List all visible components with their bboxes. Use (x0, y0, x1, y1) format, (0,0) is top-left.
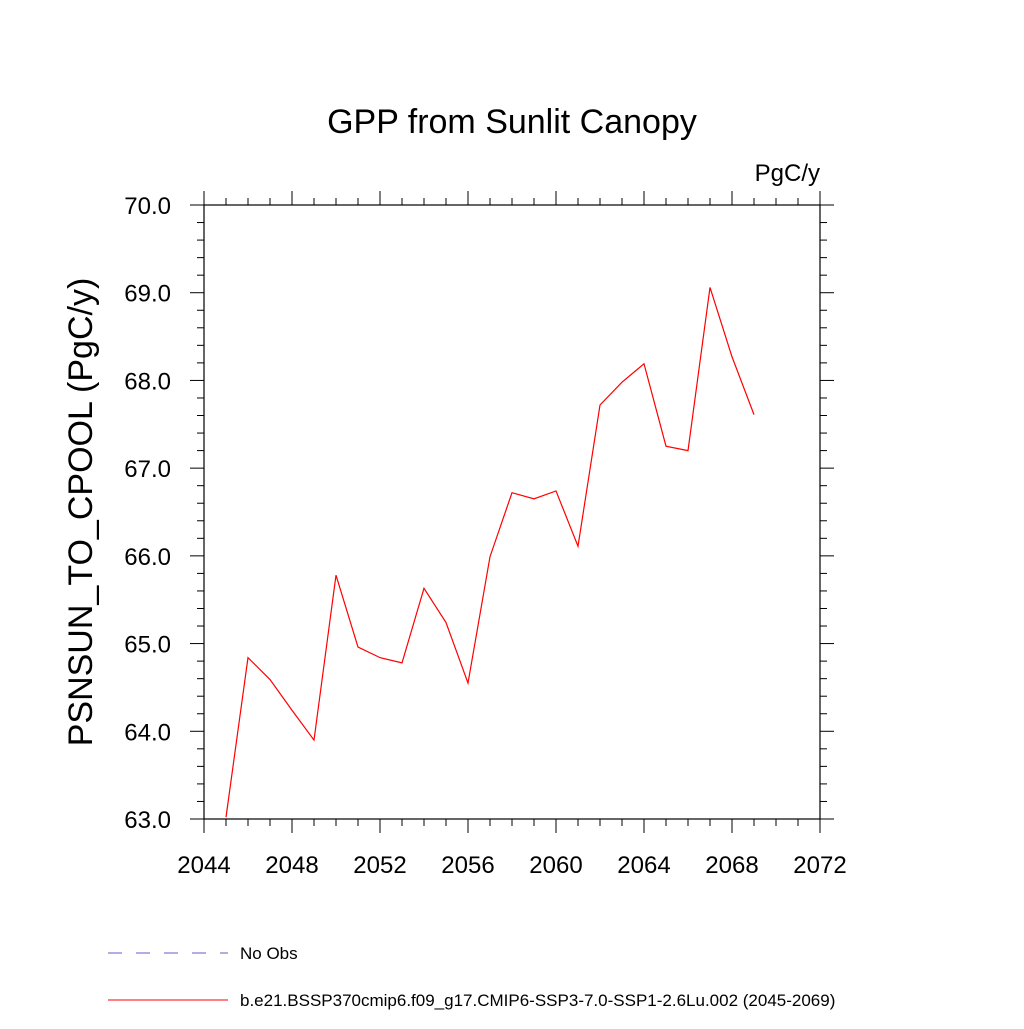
x-tick-label: 2060 (529, 852, 582, 879)
x-tick-label: 2064 (617, 852, 670, 879)
y-axis-label: PSNSUN_TO_CPOOL (PgC/y) (62, 278, 100, 747)
y-tick-label: 70.0 (124, 193, 171, 220)
y-tick-label: 63.0 (124, 807, 171, 834)
axis-tick-labels: 2044 2048 2052 2056 2060 2064 2068 2072 63.0 64.0… (124, 193, 846, 879)
y-tick-label: 68.0 (124, 368, 171, 395)
x-tick-label: 2068 (705, 852, 758, 879)
plot-frame (204, 205, 820, 819)
x-tick-label: 2072 (793, 852, 846, 879)
y-tick-label: 64.0 (124, 719, 171, 746)
series-layer (226, 287, 754, 817)
legend: No Obs b.e21.BSSP370cmip6.f09_g17.CMIP6-… (108, 944, 835, 1010)
y-tick-label: 67.0 (124, 456, 171, 483)
y-tick-label: 65.0 (124, 632, 171, 659)
x-tick-label: 2052 (353, 852, 406, 879)
chart-title: GPP from Sunlit Canopy (327, 103, 697, 141)
series-line-0 (226, 287, 754, 817)
units-label: PgC/y (755, 160, 820, 187)
x-tick-label: 2056 (441, 852, 494, 879)
y-tick-label: 69.0 (124, 281, 171, 308)
axis-ticks (190, 191, 834, 833)
legend-label-no-obs: No Obs (240, 944, 298, 963)
y-tick-label: 66.0 (124, 544, 171, 571)
x-tick-label: 2044 (177, 852, 230, 879)
legend-label-series: b.e21.BSSP370cmip6.f09_g17.CMIP6-SSP3-7.… (240, 991, 835, 1010)
x-tick-label: 2048 (265, 852, 318, 879)
